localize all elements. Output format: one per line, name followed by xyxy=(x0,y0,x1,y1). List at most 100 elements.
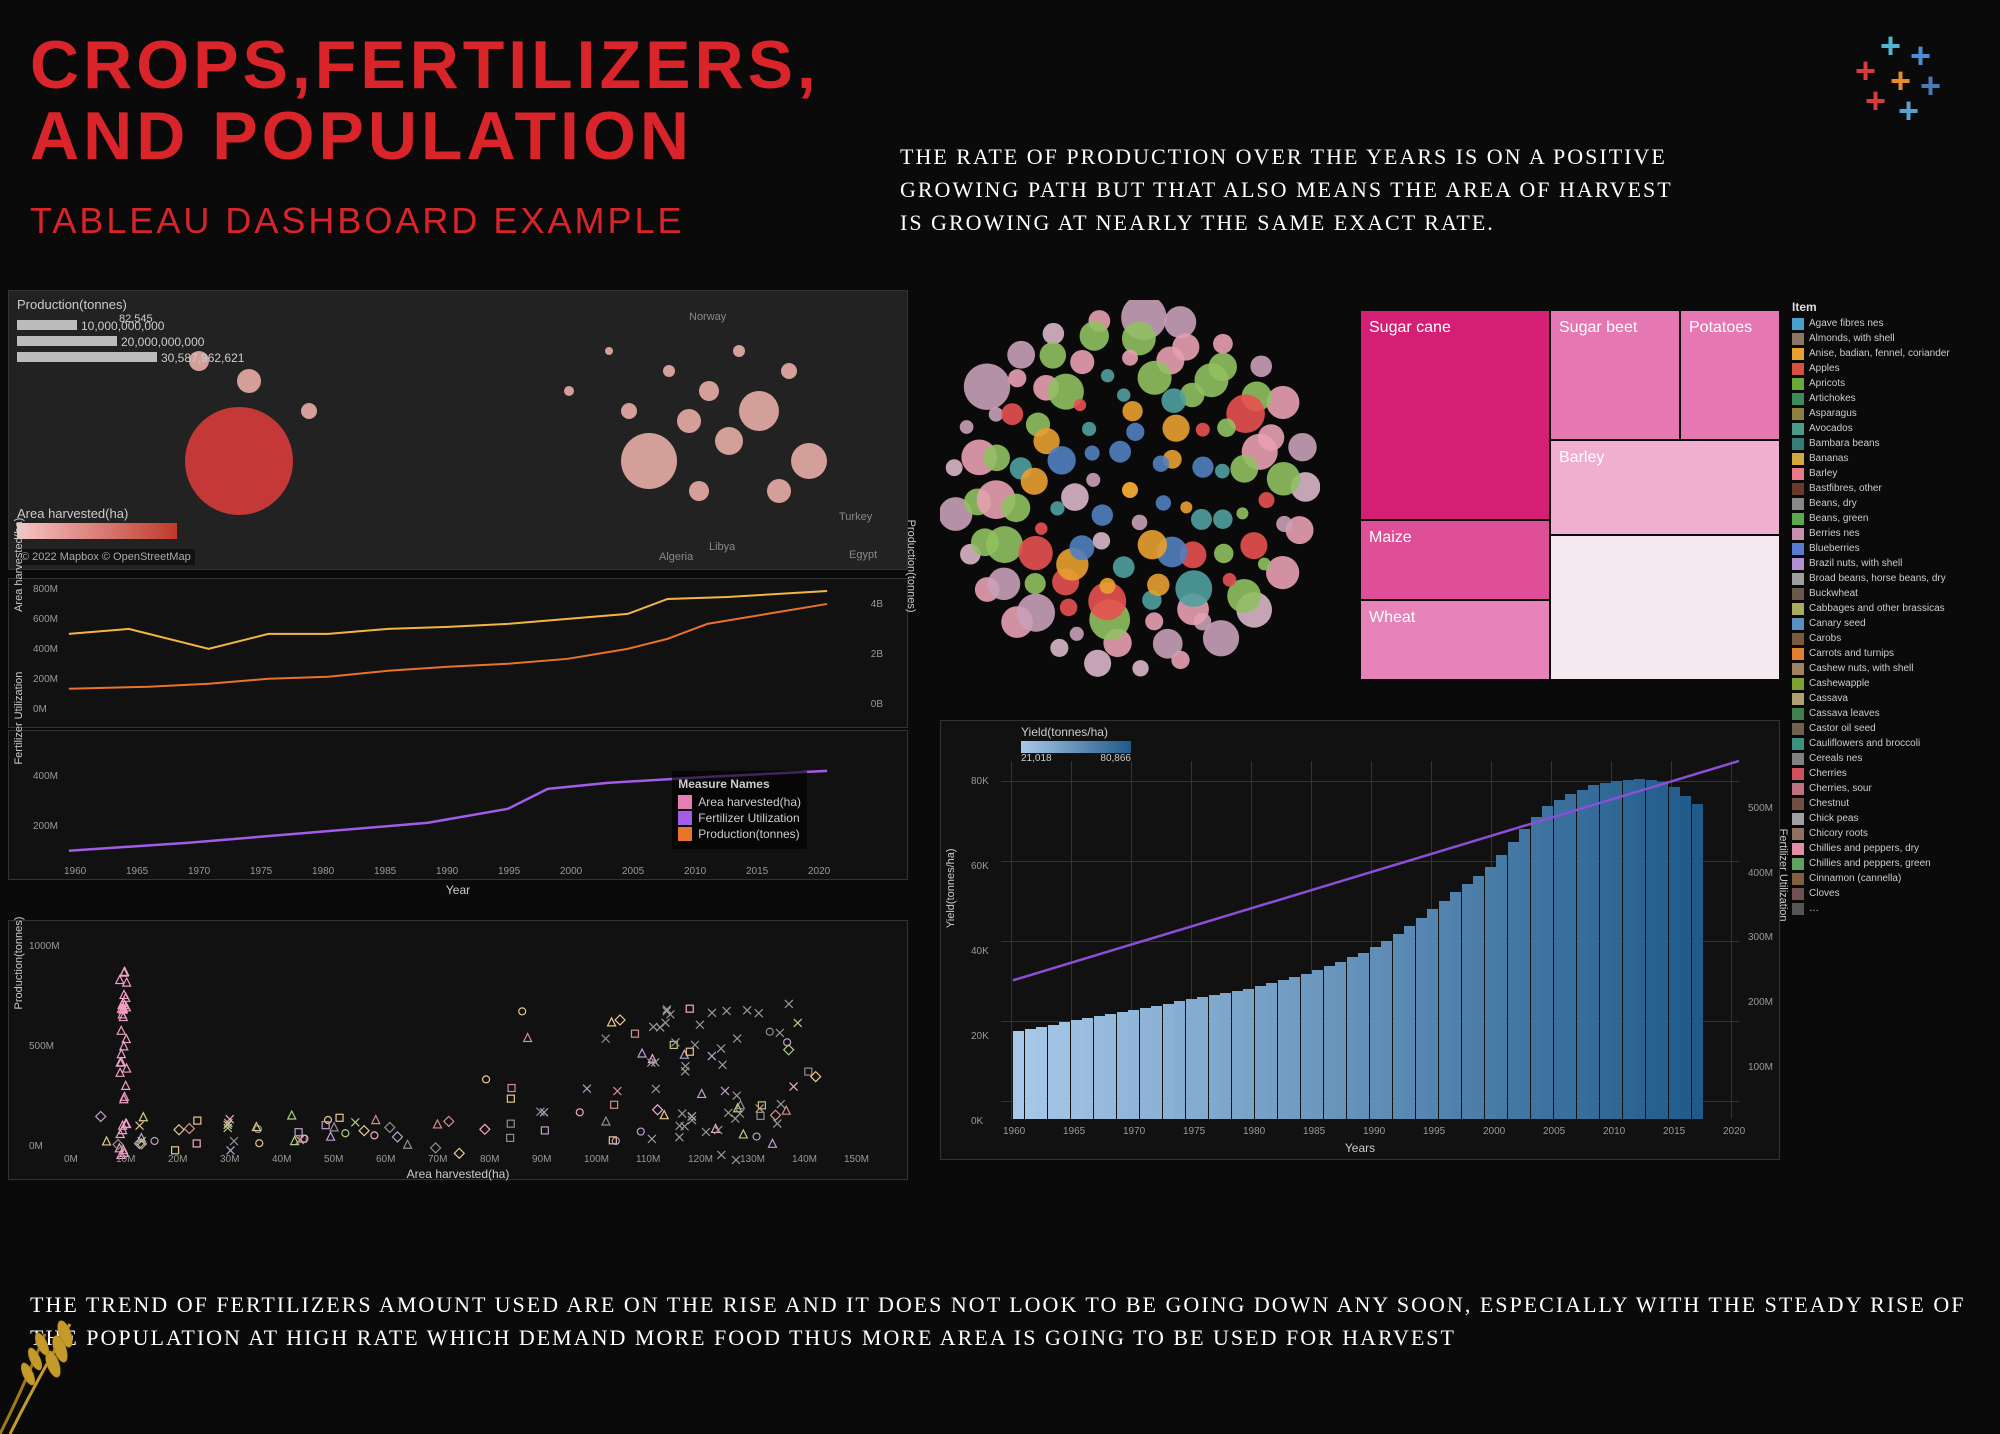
legend-item[interactable]: … xyxy=(1792,903,1987,915)
x-tick: 1965 xyxy=(126,866,148,877)
treemap-cell[interactable]: Wheat xyxy=(1360,600,1550,680)
map-bubble[interactable] xyxy=(715,427,743,455)
y-tick-right: 4B xyxy=(871,599,883,610)
legend-item[interactable]: Cloves xyxy=(1792,888,1987,900)
treemap-cell[interactable]: Potatoes xyxy=(1680,310,1780,440)
legend-item[interactable]: Cereals nes xyxy=(1792,753,1987,765)
legend-item[interactable]: Apples xyxy=(1792,363,1987,375)
legend-item[interactable]: Bananas xyxy=(1792,453,1987,465)
map-bubble[interactable] xyxy=(689,481,709,501)
x-tick: 1980 xyxy=(312,866,334,877)
legend-item[interactable]: Cherries, sour xyxy=(1792,783,1987,795)
map-bubble[interactable] xyxy=(791,443,827,479)
legend-item[interactable]: Berries nes xyxy=(1792,528,1987,540)
x-tick: 100M xyxy=(584,1154,609,1165)
map-country-label: Algeria xyxy=(659,551,693,563)
treemap-cell[interactable]: Maize xyxy=(1360,520,1550,600)
y-tick-right: 500M xyxy=(1748,803,1773,814)
scatter-x-label: Area harvested(ha) xyxy=(407,1167,510,1181)
legend-item[interactable]: Barley xyxy=(1792,468,1987,480)
x-tick: 2005 xyxy=(622,866,644,877)
legend-item[interactable]: Artichokes xyxy=(1792,393,1987,405)
x-tick: 2010 xyxy=(684,866,706,877)
x-tick: 90M xyxy=(532,1154,551,1165)
map-bubble[interactable] xyxy=(699,381,719,401)
legend-item[interactable]: Cassava xyxy=(1792,693,1987,705)
map-bubble[interactable] xyxy=(237,369,261,393)
legend-item[interactable]: Chillies and peppers, dry xyxy=(1792,843,1987,855)
legend-item[interactable]: Chicory roots xyxy=(1792,828,1987,840)
x-tick: 1975 xyxy=(250,866,272,877)
legend-item[interactable]: Apricots xyxy=(1792,378,1987,390)
map-bubble[interactable] xyxy=(564,386,574,396)
packed-bubbles-chart[interactable] xyxy=(940,300,1320,680)
legend-item[interactable]: Agave fibres nes xyxy=(1792,318,1987,330)
legend-item[interactable]: Cinnamon (cannella) xyxy=(1792,873,1987,885)
treemap-chart[interactable]: Sugar caneSugar beetPotatoesBarleyMaizeW… xyxy=(1360,310,1780,680)
legend-item[interactable]: Cherries xyxy=(1792,768,1987,780)
scatter-svg xyxy=(9,921,907,1180)
map-bubble[interactable] xyxy=(621,403,637,419)
map-bubble[interactable] xyxy=(781,363,797,379)
legend-list-title: Item xyxy=(1792,300,1987,314)
legend-item[interactable]: Bambara beans xyxy=(1792,438,1987,450)
treemap-cell[interactable]: Sugar cane xyxy=(1360,310,1550,520)
legend-item[interactable]: Cauliflowers and broccoli xyxy=(1792,738,1987,750)
legend-item[interactable]: Anise, badian, fennel, coriander xyxy=(1792,348,1987,360)
map-credit: © 2022 Mapbox © OpenStreetMap xyxy=(17,549,195,565)
legend-item[interactable]: Cassava leaves xyxy=(1792,708,1987,720)
title-line-1: CROPS,FERTILIZERS, xyxy=(30,27,820,103)
legend-item[interactable]: Broad beans, horse beans, dry xyxy=(1792,573,1987,585)
map-bubble[interactable] xyxy=(621,433,677,489)
legend-item[interactable]: Beans, dry xyxy=(1792,498,1987,510)
x-tick: 2005 xyxy=(1543,1126,1565,1137)
map-legend-bars: 10,000,000,00020,000,000,00030,587,962,6… xyxy=(17,319,244,367)
map-bubble[interactable] xyxy=(185,407,293,515)
y-tick: 800M xyxy=(33,584,58,595)
legend-item[interactable]: Chillies and peppers, green xyxy=(1792,858,1987,870)
fertilizer-line-chart[interactable]: Fertilizer Utilization 400M200M Measure … xyxy=(8,730,908,880)
treemap-cell[interactable]: Barley xyxy=(1550,440,1780,535)
legend-item[interactable]: Cashew nuts, with shell xyxy=(1792,663,1987,675)
map-bubble[interactable] xyxy=(677,409,701,433)
legend-item[interactable]: Canary seed xyxy=(1792,618,1987,630)
treemap-cell[interactable] xyxy=(1550,535,1780,680)
map-bubble[interactable] xyxy=(767,479,791,503)
map-bubble[interactable] xyxy=(301,403,317,419)
legend-item[interactable]: Carrots and turnips xyxy=(1792,648,1987,660)
x-tick: 30M xyxy=(220,1154,239,1165)
legend-item[interactable]: Avocados xyxy=(1792,423,1987,435)
yield-bar-chart[interactable]: Yield(tonnes/ha) Fertilizer Utilization … xyxy=(940,720,1780,1160)
legend-item[interactable]: Castor oil seed xyxy=(1792,723,1987,735)
legend-item[interactable]: Bastfibres, other xyxy=(1792,483,1987,495)
legend-item[interactable]: Buckwheat xyxy=(1792,588,1987,600)
legend-item[interactable]: Carobs xyxy=(1792,633,1987,645)
x-tick: 2020 xyxy=(808,866,830,877)
page-title: CROPS,FERTILIZERS, AND POPULATION xyxy=(30,30,820,173)
legend-item[interactable]: Asparagus xyxy=(1792,408,1987,420)
legend-item[interactable]: Beans, green xyxy=(1792,513,1987,525)
legend-item[interactable]: Blueberries xyxy=(1792,543,1987,555)
treemap-cell[interactable]: Sugar beet xyxy=(1550,310,1680,440)
map-bubble[interactable] xyxy=(605,347,613,355)
y-tick: 20K xyxy=(971,1031,989,1042)
legend-item[interactable]: Chestnut xyxy=(1792,798,1987,810)
legend-item[interactable]: Chick peas xyxy=(1792,813,1987,825)
legend-item[interactable]: Cabbages and other brassicas xyxy=(1792,603,1987,615)
legend-item[interactable]: Cashewapple xyxy=(1792,678,1987,690)
map-chart[interactable]: NorwayTurkeyLibyaAlgeriaEgypt Production… xyxy=(8,290,908,570)
area-production-line-chart[interactable]: Area harvested(ha) Production(tonnes) 80… xyxy=(8,578,908,728)
x-tick: 130M xyxy=(740,1154,765,1165)
y-tick: 0M xyxy=(33,704,47,715)
tableau-logo-icon: +++++++ xyxy=(1840,25,1960,125)
legend-item[interactable]: Brazil nuts, with shell xyxy=(1792,558,1987,570)
y-tick: 80K xyxy=(971,776,989,787)
map-bubble[interactable] xyxy=(739,391,779,431)
scatter-chart[interactable]: Production(tonnes) 1000M500M0M 0M10M20M3… xyxy=(8,920,908,1180)
wheat-icon xyxy=(0,1314,190,1434)
page-subtitle: TABLEAU DASHBOARD EXAMPLE xyxy=(30,200,685,242)
map-bubble[interactable] xyxy=(663,365,675,377)
map-country-label: Norway xyxy=(689,311,726,323)
map-bubble[interactable] xyxy=(733,345,745,357)
legend-item[interactable]: Almonds, with shell xyxy=(1792,333,1987,345)
